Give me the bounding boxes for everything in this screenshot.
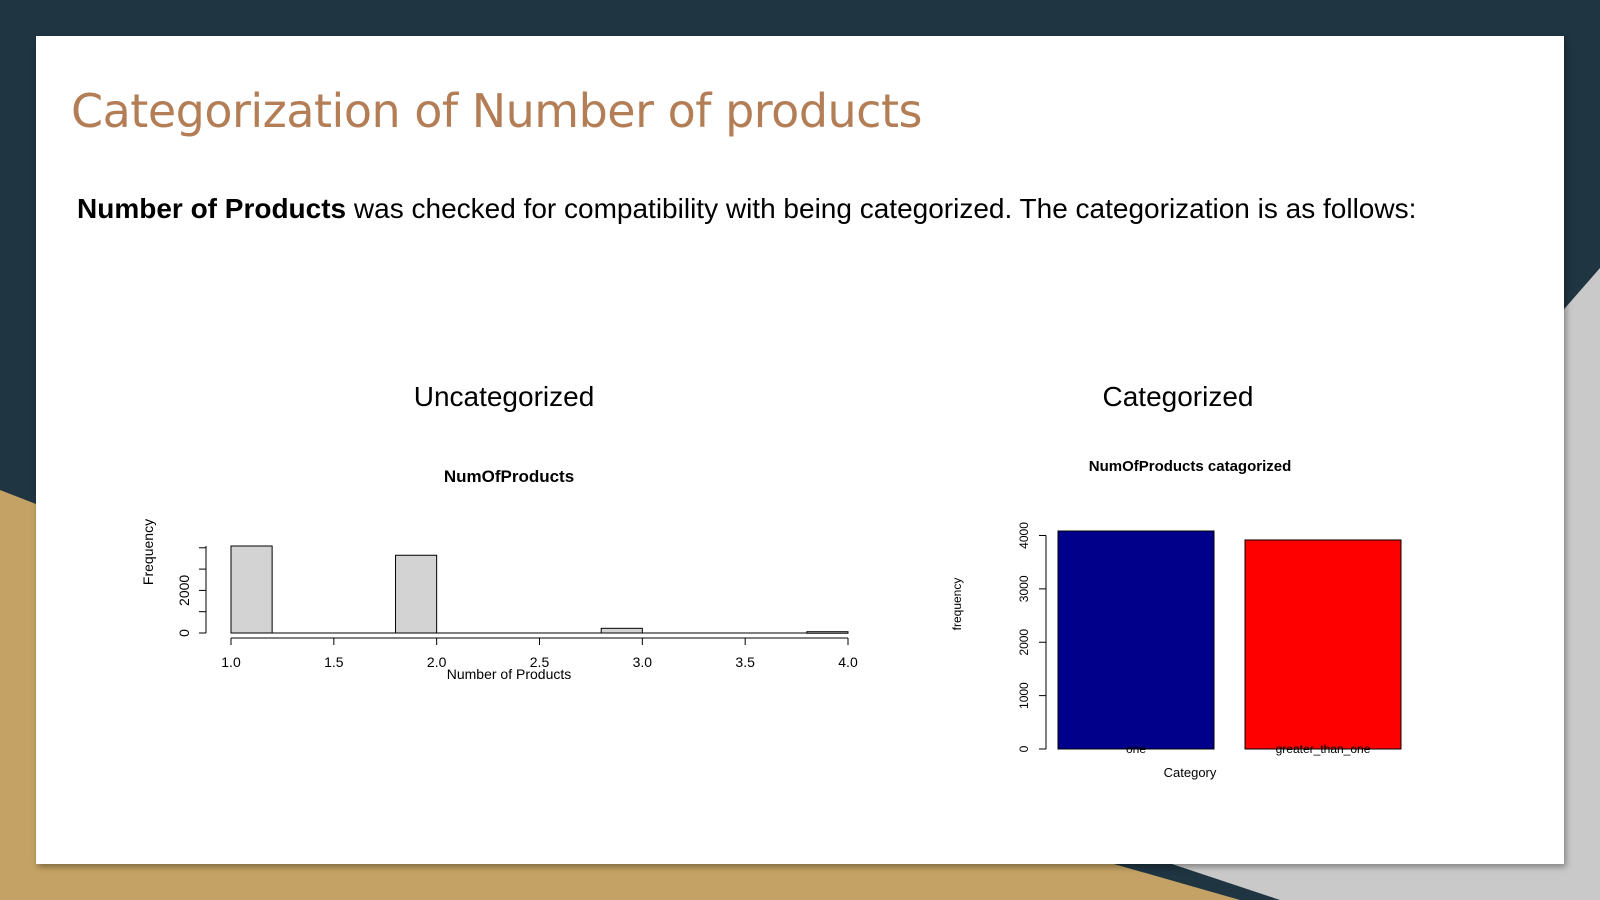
histogram-x-tick-label: 4.0	[838, 654, 858, 670]
histogram-bar	[395, 554, 438, 634]
bar-chart-title: NumOfProducts catagorized	[1089, 458, 1292, 475]
histogram-x-tick-label: 3.5	[735, 654, 755, 670]
intro-text: Number of Products was checked for compa…	[77, 193, 1416, 225]
histogram-y-label: Frequency	[140, 519, 156, 585]
histogram-x-tick-label: 1.0	[221, 654, 241, 670]
histogram-bar	[806, 631, 849, 634]
bar-chart-y-tick-label: 1000	[1017, 682, 1031, 709]
category-bar-greater-than-one	[1244, 539, 1402, 750]
slide-canvas: Categorization of Number of products Num…	[36, 36, 1564, 864]
bar-chart-x-label: Category	[1164, 765, 1217, 780]
bar-chart-y-tick-label: 3000	[1017, 575, 1031, 602]
intro-bold-term: Number of Products	[77, 193, 347, 224]
slide-title: Categorization of Number of products	[71, 84, 922, 138]
histogram-chart: NumOfProducts Frequency Number of Produc…	[140, 467, 858, 682]
histogram-title: NumOfProducts	[444, 467, 574, 486]
histogram-x-tick-label: 2.5	[530, 654, 550, 670]
category-bar-one	[1057, 530, 1215, 750]
bar-chart-y-label: frequency	[950, 578, 964, 631]
bar-chart-y-tick-label: 4000	[1017, 522, 1031, 549]
histogram-y-tick-label: 0	[176, 629, 192, 637]
histogram-x-tick-label: 2.0	[427, 654, 447, 670]
bar-chart-y-tick-label: 0	[1017, 745, 1031, 752]
category-tick-label: one	[1126, 742, 1146, 756]
intro-rest: was checked for compatibility with being…	[346, 193, 1417, 224]
uncategorized-caption: Uncategorized	[413, 381, 595, 412]
histogram-bar	[600, 627, 643, 634]
categorized-caption: Categorized	[1102, 381, 1254, 412]
histogram-y-tick-label: 2000	[176, 575, 192, 606]
histogram-x-tick-label: 3.0	[633, 654, 653, 670]
histogram-x-label: Number of Products	[447, 666, 572, 682]
histogram-x-tick-label: 1.5	[324, 654, 344, 670]
categorized-bar-chart: NumOfProducts catagorized frequency Cate…	[950, 458, 1402, 780]
histogram-bar	[230, 545, 273, 634]
category-tick-label: greater_than_one	[1276, 742, 1371, 756]
bar-chart-y-tick-label: 2000	[1017, 629, 1031, 656]
